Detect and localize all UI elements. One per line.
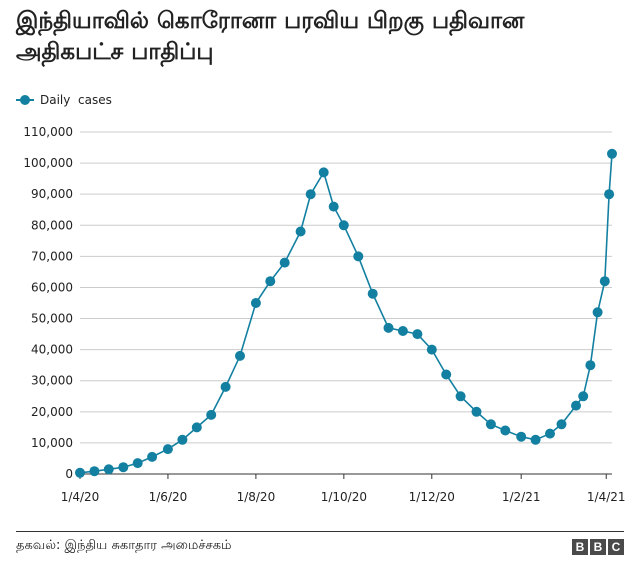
y-tick-label: 30,000 xyxy=(31,374,73,388)
x-tick-labels: 1/4/20 1/6/20 1/8/20 1/10/20 1/12/20 1/2/21 1/… xyxy=(61,490,626,504)
y-tick-label: 0 xyxy=(65,467,73,481)
data-point xyxy=(265,276,276,287)
y-tick-label: 100,000 xyxy=(23,156,73,170)
data-point xyxy=(75,467,85,478)
data-point xyxy=(328,201,339,212)
legend-label: Daily cases xyxy=(40,93,112,107)
footer-divider xyxy=(16,531,624,532)
x-tick-label: 1/2/21 xyxy=(502,490,541,504)
data-point xyxy=(471,406,482,417)
data-point xyxy=(103,464,114,475)
data-point xyxy=(118,462,129,473)
legend: Daily cases xyxy=(16,93,112,107)
data-point xyxy=(545,428,555,439)
y-tick-label: 60,000 xyxy=(31,280,73,294)
data-point xyxy=(530,434,541,445)
data-point xyxy=(412,329,423,340)
data-point xyxy=(162,444,173,455)
logo-letter: B xyxy=(572,539,588,555)
y-tick-label: 10,000 xyxy=(31,436,73,450)
data-point xyxy=(132,458,143,469)
data-point xyxy=(318,167,329,178)
data-point xyxy=(305,189,316,200)
data-point xyxy=(426,344,437,355)
data-point xyxy=(604,189,615,200)
data-point xyxy=(235,350,245,361)
x-tick-label: 1/6/20 xyxy=(149,490,188,504)
data-point xyxy=(607,148,617,159)
chart-svg: Daily cases 0 10,000 20,000 30,000 40,000 50,… xyxy=(16,93,626,504)
data-point xyxy=(220,381,231,392)
data-point xyxy=(556,419,567,430)
data-point xyxy=(338,220,349,231)
chart-title: இந்தியாவில் கொரோனா பரவிய பிறகு பதிவான அத… xyxy=(16,8,525,65)
y-tick-label: 90,000 xyxy=(31,187,73,201)
data-point xyxy=(279,257,290,268)
y-tick-label: 50,000 xyxy=(31,312,73,326)
x-tick-label: 1/4/21 xyxy=(587,490,626,504)
data-point xyxy=(295,226,306,237)
data-point xyxy=(455,391,466,402)
y-tick-label: 110,000 xyxy=(23,125,73,139)
logo-letter: B xyxy=(590,539,606,555)
x-tick-label: 1/8/20 xyxy=(237,490,276,504)
y-tick-label: 20,000 xyxy=(31,405,73,419)
data-point xyxy=(397,326,408,336)
data-point xyxy=(250,298,261,308)
data-point xyxy=(89,466,100,477)
x-tick-label: 1/10/20 xyxy=(321,490,367,504)
data-point xyxy=(147,451,158,462)
data-point xyxy=(578,391,589,402)
legend-marker xyxy=(20,95,30,105)
data-point xyxy=(191,422,202,433)
series-points xyxy=(75,148,617,478)
x-tick-label: 1/4/20 xyxy=(61,490,100,504)
data-point xyxy=(599,276,610,287)
y-tick-labels: 0 10,000 20,000 30,000 40,000 50,000 60,000 70,… xyxy=(23,125,73,481)
data-point xyxy=(441,369,452,380)
data-point xyxy=(383,322,394,333)
data-point xyxy=(516,431,527,442)
data-point xyxy=(177,434,188,445)
data-point xyxy=(585,360,596,371)
source-text: தகவல்: இந்திய சுகாதார அமைச்சகம் xyxy=(16,538,232,553)
x-tick-label: 1/12/20 xyxy=(409,490,455,504)
y-tick-label: 80,000 xyxy=(31,218,73,232)
data-point xyxy=(206,409,217,420)
series-line xyxy=(79,153,613,474)
data-point xyxy=(571,400,581,411)
y-tick-label: 40,000 xyxy=(31,343,73,357)
logo-letter: C xyxy=(608,539,624,555)
y-tick-label: 70,000 xyxy=(31,249,73,263)
data-point xyxy=(367,288,378,299)
data-point xyxy=(485,419,496,430)
data-point xyxy=(500,425,511,436)
bbc-logo: B B C xyxy=(572,539,624,555)
data-point xyxy=(353,251,364,262)
y-gridlines xyxy=(79,131,612,479)
data-point xyxy=(592,307,603,318)
